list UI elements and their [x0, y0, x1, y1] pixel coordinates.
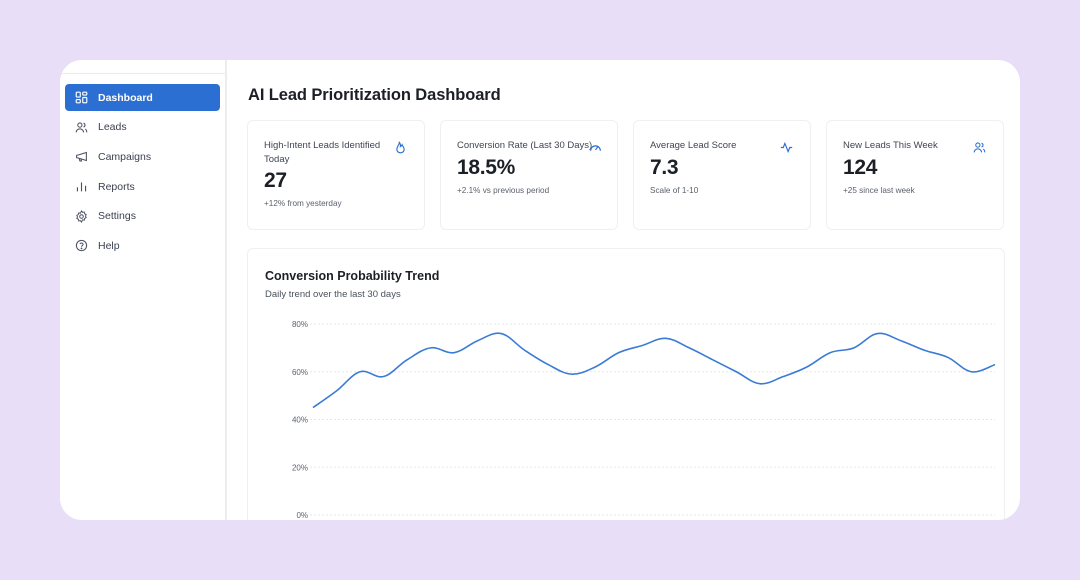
stat-subtext: +2.1% vs previous period: [457, 185, 550, 195]
data-point[interactable]: [542, 359, 554, 371]
dashboard-grid-icon: [74, 91, 88, 105]
sidebar-item-label: Leads: [98, 121, 127, 134]
data-point[interactable]: [824, 347, 836, 359]
data-point[interactable]: [942, 351, 954, 363]
stat-value: 7.3: [650, 155, 679, 179]
bar-chart-icon: [74, 180, 88, 194]
data-point[interactable]: [613, 347, 625, 359]
data-point[interactable]: [895, 335, 907, 347]
sidebar-item-label: Dashboard: [98, 91, 153, 104]
data-point[interactable]: [401, 354, 413, 366]
stat-value: 18.5%: [457, 155, 516, 179]
stat-subtext: +25 since last week: [843, 185, 915, 195]
sidebar-item-label: Settings: [98, 210, 136, 223]
y-tick-label: 20%: [292, 463, 308, 472]
line-chart: 0% 20% 40% 60% 80%: [292, 320, 1001, 520]
stat-card-conversion-rate: Conversion Rate (Last 30 Days) 18.5% +2.…: [440, 120, 618, 230]
stat-subtext: +12% from yesterday: [264, 199, 342, 208]
data-point[interactable]: [730, 366, 742, 378]
main-content: AI Lead Prioritization Dashboard High-In…: [227, 60, 1020, 520]
sidebar-item-campaigns[interactable]: Campaigns: [65, 143, 220, 170]
chart-title: Conversion Probability Trend: [265, 269, 440, 283]
sidebar-item-dashboard[interactable]: Dashboard: [65, 84, 220, 111]
chart-subtitle: Daily trend over the last 30 days: [265, 289, 401, 300]
stat-label: New Leads This Week: [843, 140, 938, 151]
data-point[interactable]: [566, 368, 578, 380]
stat-value: 124: [843, 155, 878, 179]
y-tick-label: 40%: [292, 416, 308, 425]
data-point[interactable]: [707, 354, 719, 366]
data-point[interactable]: [636, 339, 648, 351]
help-circle-icon: [74, 239, 88, 253]
data-point[interactable]: [777, 371, 789, 383]
data-point[interactable]: [989, 359, 1001, 371]
data-point[interactable]: [848, 342, 860, 354]
y-tick-label: 80%: [292, 320, 308, 329]
stat-subtext: Scale of 1-10: [650, 185, 699, 195]
stat-card-high-intent-leads: High-Intent Leads Identified Today 27 +1…: [247, 120, 425, 230]
chart-series: [307, 328, 1001, 414]
data-point[interactable]: [660, 332, 672, 344]
users-icon: [973, 141, 987, 155]
data-point[interactable]: [472, 335, 484, 347]
data-point[interactable]: [589, 361, 601, 373]
sidebar-nav: Dashboard Leads Campaigns Reports: [60, 74, 225, 259]
sidebar-item-settings[interactable]: Settings: [65, 203, 220, 230]
data-point[interactable]: [448, 347, 460, 359]
series-line: [312, 332, 996, 409]
flame-icon: [394, 140, 408, 155]
y-axis-ticks: 0% 20% 40% 60% 80%: [292, 320, 308, 520]
y-tick-label: 60%: [292, 368, 308, 377]
data-point[interactable]: [378, 371, 390, 383]
gear-icon: [74, 209, 88, 223]
sidebar-item-help[interactable]: Help: [65, 232, 220, 259]
sidebar-item-label: Help: [98, 239, 120, 252]
gauge-icon: [589, 141, 603, 155]
data-point[interactable]: [307, 402, 319, 414]
data-point[interactable]: [425, 342, 437, 354]
stat-label: Conversion Rate (Last 30 Days): [457, 140, 593, 151]
data-point[interactable]: [683, 342, 695, 354]
stats-row: High-Intent Leads Identified Today 27 +1…: [247, 120, 1007, 232]
sidebar-item-label: Campaigns: [98, 150, 152, 163]
data-point[interactable]: [495, 328, 507, 340]
data-point[interactable]: [965, 366, 977, 378]
chart-grid: [306, 323, 995, 516]
page-title: AI Lead Prioritization Dashboard: [248, 86, 501, 104]
stat-label: Average Lead Score: [650, 140, 737, 151]
data-point[interactable]: [801, 361, 813, 373]
data-point[interactable]: [754, 378, 766, 390]
megaphone-icon: [74, 150, 88, 164]
stat-label: High-Intent Leads Identified Today: [264, 140, 381, 165]
conversion-trend-card: Conversion Probability Trend Daily trend…: [247, 248, 1005, 520]
data-point[interactable]: [871, 328, 883, 340]
sidebar-header: [60, 60, 225, 74]
data-point[interactable]: [354, 366, 366, 378]
sidebar-item-reports[interactable]: Reports: [65, 173, 220, 200]
sidebar: Dashboard Leads Campaigns Reports: [60, 60, 227, 520]
data-point[interactable]: [331, 385, 343, 397]
stat-value: 27: [264, 169, 287, 192]
sidebar-item-leads[interactable]: Leads: [65, 114, 220, 141]
app-window: Dashboard Leads Campaigns Reports: [60, 60, 1020, 520]
users-icon: [74, 120, 88, 134]
data-point[interactable]: [519, 344, 531, 356]
stat-card-new-leads: New Leads This Week 124 +25 since last w…: [826, 120, 1004, 230]
data-point[interactable]: [918, 344, 930, 356]
sidebar-item-label: Reports: [98, 180, 135, 193]
stat-card-average-lead-score: Average Lead Score 7.3 Scale of 1-10: [633, 120, 811, 230]
activity-icon: [780, 141, 794, 155]
y-tick-label: 0%: [296, 511, 308, 520]
